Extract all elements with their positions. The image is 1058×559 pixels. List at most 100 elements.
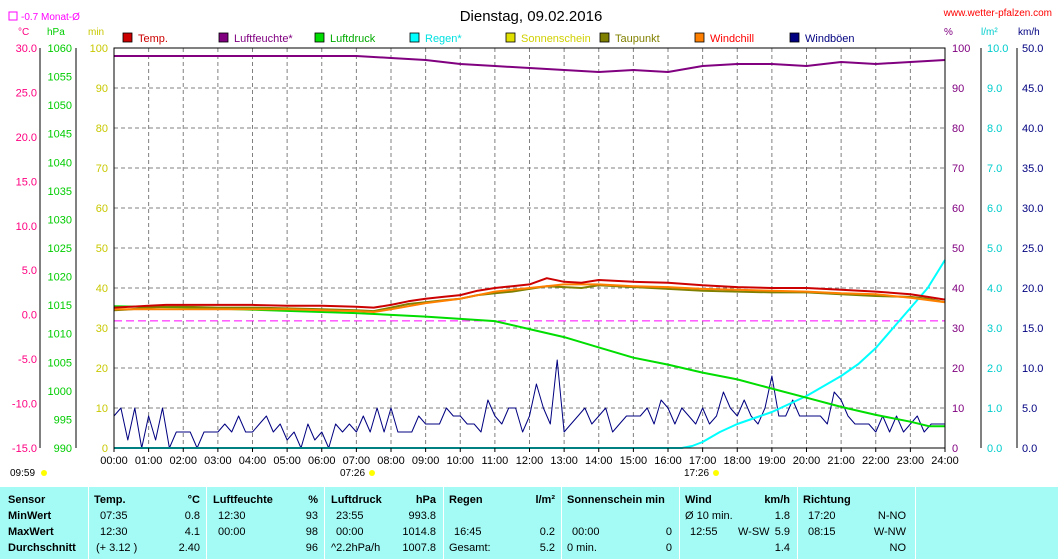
x-tick-label: 13:00 bbox=[550, 455, 578, 467]
x-tick-label: 07:00 bbox=[343, 455, 371, 467]
humidity-min-time: 12:30 bbox=[218, 510, 246, 522]
minutes-tick-label: 60 bbox=[96, 203, 108, 215]
month-avg-label: -0.7 Monat-Ø bbox=[21, 12, 80, 23]
rain-tick-label: 9.0 bbox=[987, 83, 1002, 95]
humidity-tick-label: 80 bbox=[952, 123, 964, 135]
pressure-tick-label: 995 bbox=[54, 414, 72, 426]
x-tick-label: 23:00 bbox=[897, 455, 925, 467]
minutes-tick-label: 80 bbox=[96, 123, 108, 135]
sun-total-value: 0 bbox=[665, 542, 672, 554]
humidity-max-value: 98 bbox=[305, 526, 318, 538]
rain-total-value: 5.2 bbox=[539, 542, 555, 554]
minutes-tick-label: 50 bbox=[96, 243, 108, 255]
rain-tick-label: 2.0 bbox=[987, 363, 1002, 375]
x-tick-label: 08:00 bbox=[377, 455, 405, 467]
direction-min-value: N-NO bbox=[877, 510, 906, 522]
legend-swatch bbox=[599, 32, 610, 43]
wind-tick-label: 5.0 bbox=[1022, 403, 1037, 415]
unit-lm2: l/m² bbox=[981, 27, 998, 38]
pressure-tick-label: 1010 bbox=[48, 329, 72, 341]
legend: Temp. Luftfeuchte* Luftdruck Regen* Sonnensc… bbox=[122, 32, 855, 45]
sunset-icon bbox=[713, 470, 719, 476]
temp-avg-delta: (+ 3.12 ) bbox=[96, 542, 138, 554]
x-tick-label: 00:00 bbox=[100, 455, 128, 467]
sun-total-label: 0 min. bbox=[567, 542, 597, 554]
col-sep bbox=[206, 487, 207, 559]
wind-tick-label: 0.0 bbox=[1022, 443, 1037, 455]
sun-before-label: 09:59 bbox=[10, 468, 35, 479]
series-line-regen bbox=[114, 259, 946, 449]
legend-label: Temp. bbox=[138, 33, 168, 45]
direction-min-time: 17:20 bbox=[808, 510, 836, 522]
humidity-tick-label: 20 bbox=[952, 363, 964, 375]
stats-table: Sensor Temp. °C Luftfeuchte % Luftdruck … bbox=[0, 487, 1058, 559]
hdr-wind: Wind bbox=[685, 494, 712, 506]
legend-swatch bbox=[409, 32, 420, 43]
rain-tick-label: 6.0 bbox=[987, 203, 1002, 215]
direction-max-value: W-NW bbox=[873, 526, 906, 538]
hdr-sun: Sonnenschein min bbox=[567, 494, 665, 506]
humidity-tick-label: 50 bbox=[952, 243, 964, 255]
unit-percent: % bbox=[944, 27, 953, 38]
chart-title: Dienstag, 09.02.2016 bbox=[460, 8, 603, 25]
rain-tick-label: 0.0 bbox=[987, 443, 1002, 455]
wind-avg-label: Ø 10 min. bbox=[685, 510, 733, 522]
x-tick-label: 16:00 bbox=[654, 455, 682, 467]
x-tick-label: 05:00 bbox=[273, 455, 301, 467]
pressure-tick-label: 1025 bbox=[48, 243, 72, 255]
pressure-tick-label: 1005 bbox=[48, 357, 72, 369]
series-line-luftfeuchte bbox=[114, 55, 946, 73]
hdr-temp: Temp. bbox=[94, 494, 126, 506]
pressure-min-value: 993.8 bbox=[408, 510, 436, 522]
x-tick-label: 02:00 bbox=[169, 455, 197, 467]
unit-min: min bbox=[88, 27, 104, 38]
humidity-avg-value: 96 bbox=[305, 542, 318, 554]
col-sep bbox=[88, 487, 89, 559]
sun-icon bbox=[41, 470, 47, 476]
hdr-pressure: Luftdruck bbox=[331, 494, 382, 506]
x-tick-label: 17:00 bbox=[689, 455, 717, 467]
legend-label: Luftdruck bbox=[330, 33, 376, 45]
col-sep bbox=[797, 487, 798, 559]
pressure-tick-label: 1020 bbox=[48, 272, 72, 284]
hdr-wind-unit: km/h bbox=[764, 494, 790, 506]
rain-tick-label: 7.0 bbox=[987, 163, 1002, 175]
rain-total-label: Gesamt: bbox=[449, 542, 491, 554]
row-avg: Durchschnitt bbox=[8, 542, 76, 554]
pressure-avg-value: 1007.8 bbox=[402, 542, 436, 554]
legend-label: Regen* bbox=[425, 33, 462, 45]
wind-tick-label: 30.0 bbox=[1022, 203, 1043, 215]
month-avg-marker bbox=[8, 11, 18, 21]
hdr-temp-unit: °C bbox=[187, 494, 200, 506]
rain-tick-label: 1.0 bbox=[987, 403, 1002, 415]
pressure-tick-label: 1030 bbox=[48, 214, 72, 226]
legend-swatch bbox=[314, 32, 325, 43]
minutes-tick-label: 90 bbox=[96, 83, 108, 95]
x-tick-label: 09:00 bbox=[412, 455, 440, 467]
sunset-label: 17:26 bbox=[684, 468, 709, 479]
legend-swatch bbox=[218, 32, 229, 43]
humidity-tick-label: 90 bbox=[952, 83, 964, 95]
legend-label: Taupunkt bbox=[615, 33, 660, 45]
x-tick-label: 22:00 bbox=[862, 455, 890, 467]
wind-tick-label: 45.0 bbox=[1022, 83, 1043, 95]
site-link[interactable]: www.wetter-pfalzen.com bbox=[943, 8, 1052, 19]
hdr-rain-unit: l/m² bbox=[535, 494, 555, 506]
wind-tick-label: 15.0 bbox=[1022, 323, 1043, 335]
x-tick-label: 24:00 bbox=[931, 455, 959, 467]
unit-hpa: hPa bbox=[47, 27, 65, 38]
temp-avg-value: 2.40 bbox=[178, 542, 200, 554]
pressure-tick-label: 1045 bbox=[48, 129, 72, 141]
temp-tick-label: -10.0 bbox=[12, 399, 37, 411]
pressure-tick-label: 1055 bbox=[48, 72, 72, 84]
temp-tick-label: 25.0 bbox=[16, 87, 37, 99]
hdr-direction: Richtung bbox=[803, 494, 851, 506]
pressure-tick-label: 990 bbox=[54, 443, 72, 455]
x-tick-label: 14:00 bbox=[585, 455, 613, 467]
series-line-windben bbox=[113, 359, 945, 449]
weather-chart: 30.0 25.0 20.0 15.0 10.0 5.0 0.0 -5.0 -10.0 -15.0… bbox=[8, 8, 1052, 479]
humidity-tick-label: 40 bbox=[952, 283, 964, 295]
humidity-max-time: 00:00 bbox=[218, 526, 246, 538]
x-tick-label: 19:00 bbox=[758, 455, 786, 467]
wind-max-value: 5.9 bbox=[774, 526, 790, 538]
